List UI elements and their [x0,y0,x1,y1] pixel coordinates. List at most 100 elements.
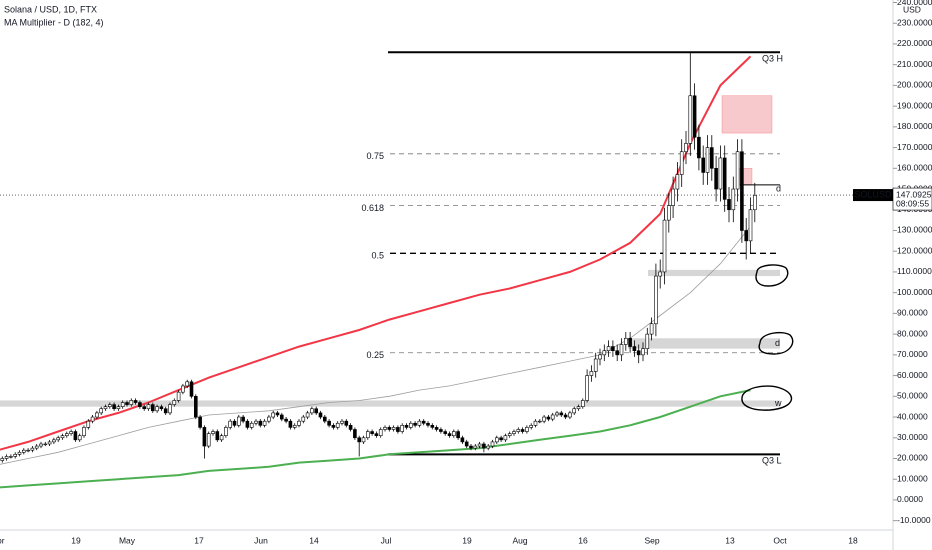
candle-body [611,346,615,352]
y-tick-label: 80.0000 [897,328,928,338]
candle-body [752,194,757,211]
x-tick-label: Sep [644,535,659,545]
y-tick-label: 20.0000 [897,453,928,463]
x-tick-label: 16 [578,535,588,545]
candle-body [482,443,486,449]
candle-body [598,354,602,360]
candle-body [194,396,198,418]
candle-body [546,416,551,420]
candle-body [576,406,581,410]
candle-body [82,427,86,436]
candle-body [731,188,736,211]
candle-body [228,420,232,428]
moving-average [0,55,752,451]
candle-body [705,147,710,173]
candle-body [249,422,254,428]
candle-body [499,437,503,441]
annotation-ellipse [741,385,793,411]
candle-body [744,230,749,242]
candle-body [206,433,211,447]
last-price-label: 147.0925 [896,189,932,199]
candle-body [722,157,727,200]
y-tick-label: 110.0000 [897,266,932,276]
candle-body [0,458,5,461]
y-tick-label: 160.0000 [897,163,932,173]
indicator-name: MA Multiplier - D (182, 4) [4,17,104,27]
y-tick-label: 170.0000 [897,142,932,152]
candle-body [520,429,525,432]
candle-body [451,431,456,436]
y-tick-label: 210.0000 [897,59,932,69]
x-tick-label: Oct [773,535,787,545]
candle-body [666,205,671,221]
symbol-label: SOLUSD [854,189,892,199]
candle-body [232,420,237,426]
candle-body [692,95,697,138]
y-tick-label: 90.0000 [897,308,928,318]
candle-body [550,414,555,420]
countdown-label: 08:09:55 [896,198,929,208]
y-tick-label: 190.0000 [897,100,932,110]
plot-area: d w 0.75 0.618 0.5 0.25 Q3 H Q3 L d [0,51,893,489]
candle-body [176,391,181,401]
candle-body [21,449,26,453]
y-tick-label: 10.0000 [897,473,928,483]
y-tick-label: 0.0000 [897,494,923,504]
candle-body [413,422,417,426]
zone [721,95,773,134]
candle-body [77,435,82,441]
y-tick-label: 60.0000 [897,370,928,380]
candle-body [486,445,491,449]
candle-body [473,445,478,449]
candle-body [43,443,48,446]
candle-body [748,209,753,242]
candle-body [585,375,589,401]
x-tick-label: May [119,535,136,545]
candle-body [697,136,701,159]
candle-body [636,350,641,356]
marker-label: d [776,183,781,193]
candle-body [460,437,465,443]
candle-body [632,346,637,352]
x-tick-label: Jul [381,535,392,545]
candle-body [39,443,43,447]
fib-label: 0.25 [366,350,384,360]
candle-body [434,427,439,430]
candle-body [512,431,516,434]
candle-body [120,402,125,407]
candle-body [185,381,189,387]
level-label: Q3 L [762,456,782,466]
candle-body [318,412,323,418]
candle-body [563,414,568,418]
candle-body [288,420,293,428]
candle-body [138,402,142,407]
candle-body [623,337,628,345]
x-tick-label: Jun [254,535,268,545]
candle-body [671,188,675,206]
candle-body [353,429,357,439]
candle-body [572,408,577,414]
chart-title: Solana / USD, 1D, FTX [4,4,97,14]
candle-body [589,371,594,376]
candle-body [718,157,723,190]
candle-body [95,412,99,418]
candle-body [129,400,134,405]
price-box [892,187,932,211]
candle-body [237,416,241,426]
candle-body [301,416,306,422]
candle-body [4,456,9,459]
zone [628,338,780,349]
zone-label: w [774,398,782,408]
candle-body [735,151,740,190]
candle-body [383,427,387,430]
candle-body [365,431,370,439]
candle-body [73,431,78,441]
y-tick-label: 200.0000 [897,80,932,90]
candle-body [709,147,714,169]
candle-body [219,435,224,441]
candle-body [568,412,572,418]
candle-body [17,451,22,455]
candle-body [103,406,108,410]
candle-body [404,425,409,428]
